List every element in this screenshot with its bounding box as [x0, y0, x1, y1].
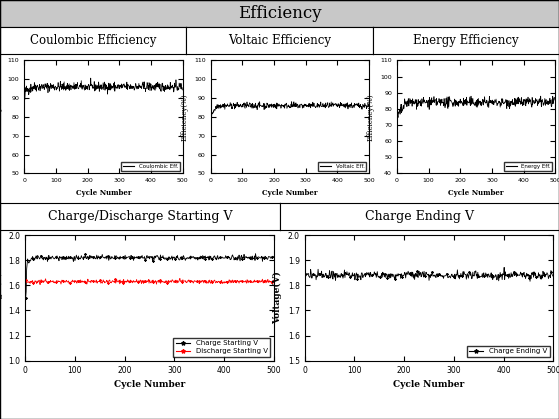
Legend: Charge Ending V: Charge Ending V [467, 346, 550, 357]
Text: Charge/Discharge Starting V: Charge/Discharge Starting V [48, 210, 232, 223]
X-axis label: Cycle Number: Cycle Number [262, 189, 318, 197]
Y-axis label: Efficiency(%): Efficiency(%) [0, 93, 2, 141]
X-axis label: Cycle Number: Cycle Number [448, 189, 504, 197]
X-axis label: Cycle Number: Cycle Number [394, 380, 465, 389]
Legend: Energy Eff.: Energy Eff. [504, 162, 552, 171]
Text: Charge Ending V: Charge Ending V [365, 210, 473, 223]
Text: Voltaic Efficiency: Voltaic Efficiency [228, 34, 331, 47]
Y-axis label: Efficiency(%): Efficiency(%) [367, 93, 375, 141]
Y-axis label: Efficiency(%): Efficiency(%) [181, 93, 188, 141]
Y-axis label: Voltage(V): Voltage(V) [273, 272, 282, 324]
X-axis label: Cycle Number: Cycle Number [75, 189, 131, 197]
Y-axis label: Voltage(V): Voltage(V) [0, 272, 3, 324]
Text: Coulombic Efficiency: Coulombic Efficiency [30, 34, 157, 47]
Text: Energy Efficiency: Energy Efficiency [413, 34, 519, 47]
X-axis label: Cycle Number: Cycle Number [114, 380, 185, 389]
Legend: Coulombic Eff.: Coulombic Eff. [121, 162, 180, 171]
Legend: Charge Starting V, Discharge Starting V: Charge Starting V, Discharge Starting V [173, 338, 271, 357]
Text: Efficiency: Efficiency [238, 5, 321, 22]
Legend: Voltaic Eff.: Voltaic Eff. [319, 162, 366, 171]
